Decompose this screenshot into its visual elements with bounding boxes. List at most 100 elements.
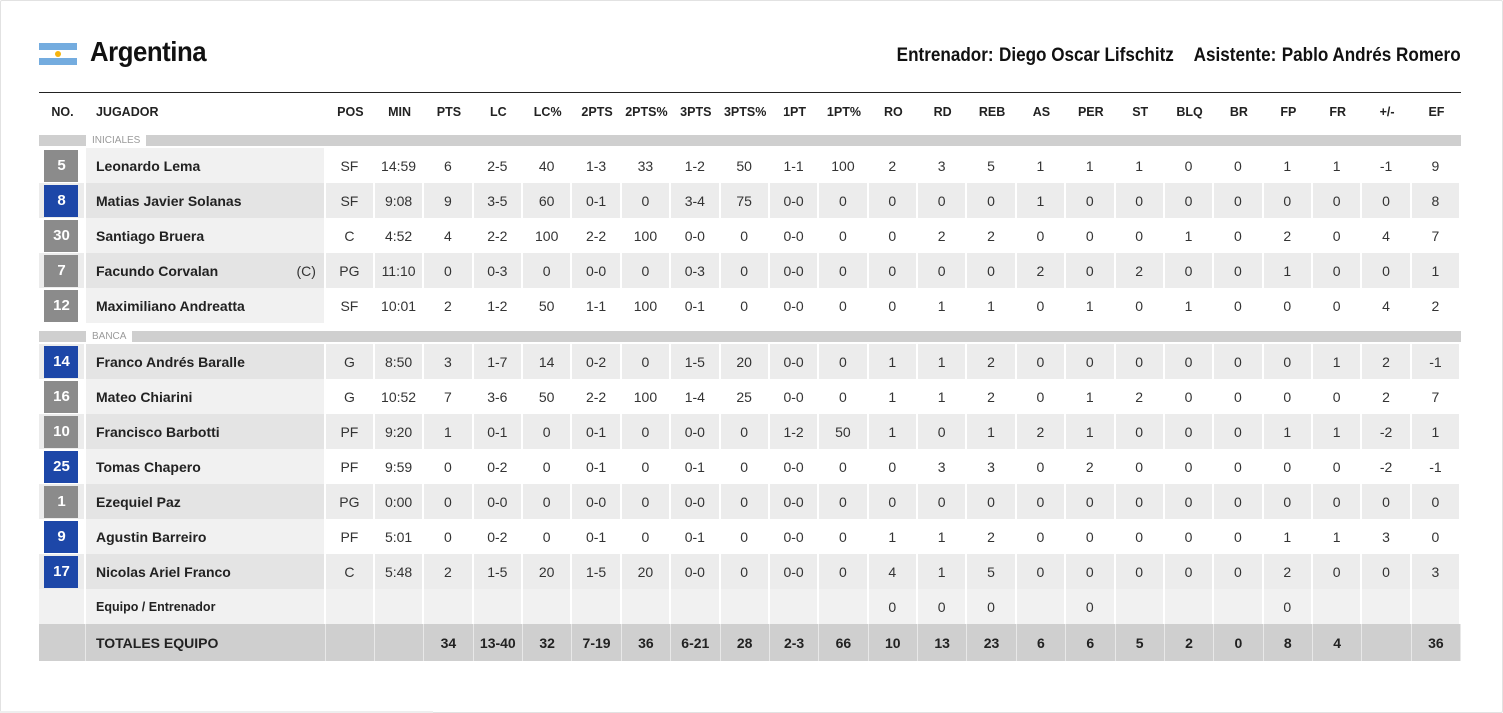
player-row[interactable]: 7 Facundo Corvalan (C) PG 11:10 0 0-3 0 0-0 0 0-3 0…: [39, 253, 1462, 288]
jersey-number-cell: 5: [39, 148, 86, 183]
totals-row: TOTALES EQUIPO 34 13-40 32 7-19 36 6-21 28 2-3 66…: [39, 624, 1462, 661]
player-name-cell[interactable]: Tomas Chapero: [85, 449, 326, 484]
player-name-cell[interactable]: Mateo Chiarini: [85, 379, 326, 414]
column-header[interactable]: JUGADOR: [95, 105, 159, 119]
player-name[interactable]: Maximiliano Andreatta: [95, 297, 245, 314]
stat-cell: 0: [1016, 288, 1067, 323]
player-name[interactable]: Ezequiel Paz: [95, 493, 181, 510]
column-header[interactable]: PER: [1077, 105, 1104, 119]
stat-cell: [374, 589, 425, 624]
player-row[interactable]: 25 Tomas Chapero PF 9:59 0 0-2 0 0-1 0 0-1 0 0-0 0 0 3…: [39, 449, 1462, 484]
player-name[interactable]: Agustin Barreiro: [95, 528, 207, 545]
player-name-cell[interactable]: Matias Javier Solanas: [85, 183, 326, 218]
column-header[interactable]: BLQ: [1176, 105, 1203, 119]
jersey-number: 12: [44, 289, 79, 322]
player-row[interactable]: 12 Maximiliano Andreatta SF 10:01 2 1-2 50 1-1 1…: [39, 288, 1462, 323]
column-header[interactable]: REB: [978, 105, 1006, 119]
column-header[interactable]: 2PTS: [581, 105, 613, 119]
player-name[interactable]: Nicolas Ariel Franco: [95, 563, 231, 580]
player-name[interactable]: Santiago Bruera: [95, 227, 205, 244]
jersey-number: 17: [44, 555, 79, 588]
stat-cell: 0: [1066, 344, 1116, 379]
player-name-cell[interactable]: Agustin Barreiro: [85, 519, 326, 554]
column-header[interactable]: AS: [1032, 105, 1051, 119]
total-cell: [374, 624, 425, 661]
column-header[interactable]: EF: [1428, 105, 1445, 119]
column-header[interactable]: 2PTS%: [625, 105, 668, 119]
stat-cell: 0: [1115, 554, 1165, 589]
player-name-cell[interactable]: Facundo Corvalan (C): [85, 253, 326, 288]
player-row[interactable]: 14 Franco Andrés Baralle G 8:50 3 1-7 14 0-2 0 1-…: [39, 344, 1462, 379]
player-row[interactable]: 9 Agustin Barreiro PF 5:01 0 0-2 0 0-1 0 0-1 0 0-0 0…: [39, 519, 1462, 554]
stat-cell: 0: [621, 344, 672, 379]
player-name-cell[interactable]: Nicolas Ariel Franco: [85, 554, 326, 589]
player-name[interactable]: Tomas Chapero: [95, 458, 201, 475]
column-header[interactable]: 1PT: [783, 105, 807, 119]
stat-cell: C: [325, 218, 375, 253]
stat-cell: -1: [1362, 148, 1412, 183]
player-row[interactable]: 10 Francisco Barbotti PF 9:20 1 0-1 0 0-1 0 0-0 0 1…: [39, 414, 1462, 449]
jersey-number-cell: 12: [39, 288, 86, 323]
column-header[interactable]: BR: [1229, 105, 1248, 119]
stat-cell: [621, 589, 672, 624]
stat-cell: 5:01: [374, 519, 425, 554]
player-row[interactable]: 17 Nicolas Ariel Franco C 5:48 2 1-5 20 1-5 20 0-…: [39, 554, 1462, 589]
stat-cell: 9:08: [374, 183, 425, 218]
boxscore-table: NO. JUGADOR POS MIN PTS LC LC% 2PTS 2PTS% 3PTS 3PT…: [39, 93, 1462, 661]
stat-cell: 2: [424, 554, 474, 589]
player-row[interactable]: 16 Mateo Chiarini G 10:52 7 3-6 50 2-2 100 1-4 25 0…: [39, 379, 1462, 414]
stat-cell: 0: [1313, 554, 1363, 589]
stat-cell: 0: [819, 449, 869, 484]
player-name-cell[interactable]: Santiago Bruera: [85, 218, 326, 253]
column-header[interactable]: 3PTS: [680, 105, 712, 119]
stat-cell: 0-1: [473, 414, 523, 449]
player-name-cell[interactable]: Maximiliano Andreatta: [85, 288, 326, 323]
player-name-cell[interactable]: Ezequiel Paz: [85, 484, 326, 519]
stat-cell: 33: [621, 148, 672, 183]
player-name-cell[interactable]: Francisco Barbotti: [85, 414, 326, 449]
total-cell: 0: [1214, 624, 1264, 661]
column-header[interactable]: FP: [1280, 105, 1297, 119]
column-header[interactable]: RD: [933, 105, 952, 119]
column-header[interactable]: PTS: [436, 105, 462, 119]
column-header[interactable]: 3PTS%: [723, 105, 767, 119]
stat-cell: 0-0: [473, 484, 523, 519]
stat-cell: 0: [1263, 449, 1313, 484]
column-header[interactable]: RO: [883, 105, 903, 119]
player-name-cell[interactable]: Franco Andrés Baralle: [85, 344, 326, 379]
player-name[interactable]: Mateo Chiarini: [95, 388, 193, 405]
column-header[interactable]: MIN: [388, 105, 412, 119]
stat-cell: 8: [1411, 183, 1462, 218]
player-name-cell[interactable]: Leonardo Lema: [85, 148, 326, 183]
stat-cell: 7: [424, 379, 474, 414]
column-header[interactable]: POS: [337, 105, 364, 119]
player-name[interactable]: Franco Andrés Baralle: [95, 353, 245, 370]
stat-cell: 1: [424, 414, 474, 449]
player-name[interactable]: Facundo Corvalan: [95, 262, 219, 279]
player-row[interactable]: 8 Matias Javier Solanas SF 9:08 9 3-5 60 0-1 0 3-…: [39, 183, 1462, 218]
stat-cell: 1: [918, 519, 968, 554]
player-row[interactable]: 1 Ezequiel Paz PG 0:00 0 0-0 0 0-0 0 0-0 0 0-0 0 0 0 0 0…: [39, 484, 1462, 519]
column-header[interactable]: +/-: [1379, 105, 1395, 119]
stat-cell: 0: [1362, 484, 1412, 519]
stat-cell: 2: [1016, 253, 1067, 288]
column-header[interactable]: FR: [1329, 105, 1347, 119]
column-header[interactable]: LC%: [533, 105, 562, 119]
stat-cell: 10:01: [374, 288, 425, 323]
stat-cell: 0-1: [671, 288, 721, 323]
column-header[interactable]: ST: [1132, 105, 1149, 119]
stat-cell: -1: [1411, 344, 1462, 379]
stat-cell: 0: [1313, 288, 1363, 323]
column-header[interactable]: LC: [489, 105, 507, 119]
player-row[interactable]: 30 Santiago Bruera C 4:52 4 2-2 100 2-2 100 0-0 0 0…: [39, 218, 1462, 253]
column-header[interactable]: 1PT%: [826, 105, 861, 119]
stat-cell: 1-1: [769, 148, 820, 183]
stat-cell: 8:50: [374, 344, 425, 379]
player-name[interactable]: Matias Javier Solanas: [95, 192, 242, 209]
column-header[interactable]: NO.: [51, 105, 74, 119]
player-name[interactable]: Leonardo Lema: [95, 157, 201, 174]
player-row[interactable]: 5 Leonardo Lema SF 14:59 6 2-5 40 1-3 33 1-2 50 1-1…: [39, 148, 1462, 183]
stat-cell: 1: [918, 288, 968, 323]
player-name[interactable]: Francisco Barbotti: [95, 423, 220, 440]
stat-cell: 0: [1164, 148, 1215, 183]
